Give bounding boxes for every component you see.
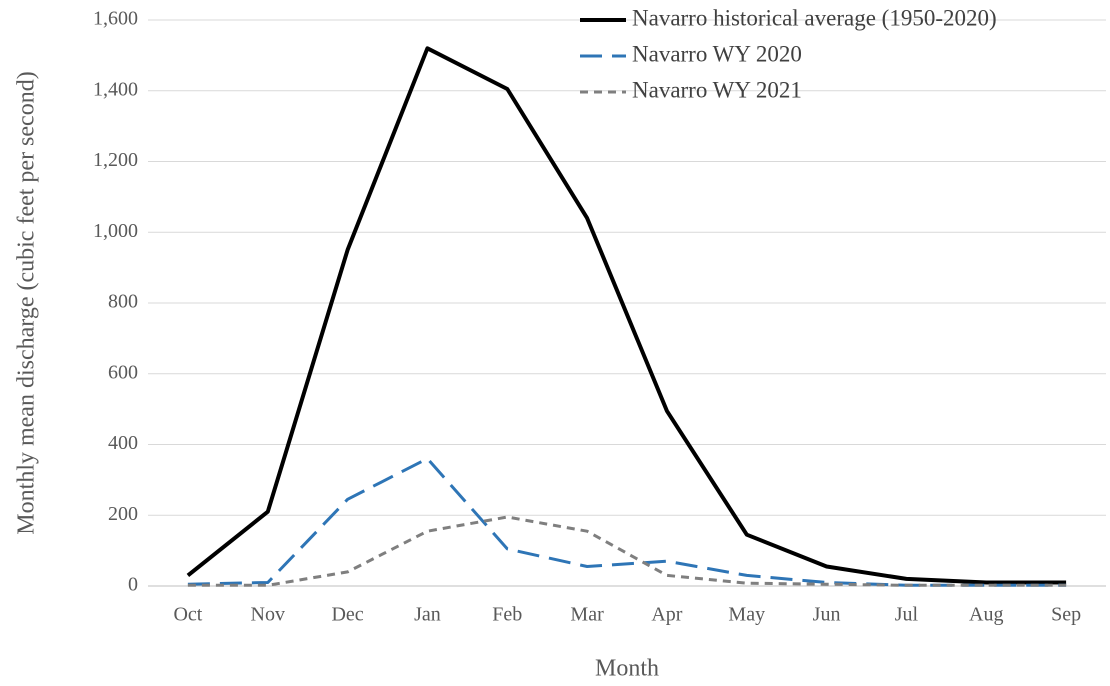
- x-tick-label: Nov: [251, 604, 285, 626]
- legend-label: Navarro WY 2020: [632, 41, 802, 66]
- x-tick-label: Oct: [173, 604, 202, 626]
- y-tick-label: 0: [128, 574, 138, 596]
- x-tick-label: Mar: [570, 604, 604, 626]
- x-tick-label: Sep: [1051, 604, 1081, 626]
- line-series: [187, 515, 1067, 587]
- y-tick-label: 200: [108, 503, 138, 525]
- x-tick-label: Jun: [813, 604, 841, 626]
- y-tick-label: 1,400: [93, 78, 138, 100]
- y-tick-label: 600: [108, 361, 138, 383]
- line-series: [187, 457, 1067, 587]
- y-tick-label: 1,600: [93, 8, 138, 30]
- y-tick-label: 800: [108, 291, 138, 313]
- x-tick-label: Dec: [331, 604, 363, 626]
- legend-label: Navarro historical average (1950-2020): [632, 5, 997, 30]
- line-series: [186, 46, 1067, 585]
- y-tick-label: 1,000: [93, 220, 138, 242]
- y-axis-title: Monthly mean discharge (cubic feet per s…: [14, 71, 40, 534]
- x-tick-label: Aug: [969, 604, 1003, 626]
- y-tick-label: 400: [108, 432, 138, 454]
- y-tick-label: 1,200: [93, 149, 138, 171]
- legend-label: Navarro WY 2021: [632, 77, 802, 102]
- x-tick-label: May: [728, 604, 765, 626]
- x-tick-label: Feb: [492, 604, 522, 626]
- x-axis-title: Month: [595, 656, 659, 682]
- x-tick-label: Jan: [414, 604, 441, 626]
- x-tick-label: Apr: [651, 604, 682, 626]
- x-tick-label: Jul: [895, 604, 919, 626]
